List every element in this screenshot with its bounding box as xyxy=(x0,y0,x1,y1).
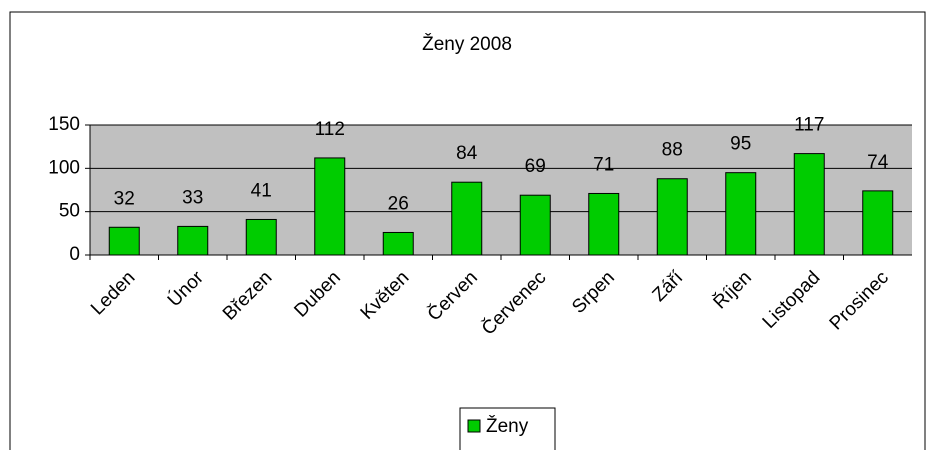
bar xyxy=(382,231,414,256)
data-label: 117 xyxy=(794,115,824,136)
bar xyxy=(108,226,140,256)
bar xyxy=(519,194,551,256)
chart-title: Ženy 2008 xyxy=(422,33,512,55)
y-tick-label: 0 xyxy=(69,244,80,265)
data-label: 71 xyxy=(593,154,614,175)
data-label: 41 xyxy=(251,180,272,201)
data-label: 32 xyxy=(114,188,135,209)
data-label: 112 xyxy=(315,119,345,140)
bar xyxy=(656,178,688,256)
legend-swatch xyxy=(467,419,481,433)
bar xyxy=(177,225,209,256)
bar xyxy=(451,181,483,256)
y-tick-label: 50 xyxy=(59,201,80,222)
y-tick-label: 100 xyxy=(48,157,80,178)
data-label: 84 xyxy=(456,143,478,164)
bar xyxy=(793,153,825,256)
plot-area xyxy=(90,125,912,255)
chart-frame xyxy=(9,11,926,450)
data-label: 95 xyxy=(730,134,751,155)
data-label: 33 xyxy=(182,187,203,208)
data-label: 74 xyxy=(867,152,889,173)
data-label: 69 xyxy=(525,156,546,177)
data-label: 88 xyxy=(662,140,683,161)
data-label: 26 xyxy=(388,193,409,214)
y-tick-label: 150 xyxy=(48,114,80,135)
bar xyxy=(245,218,277,256)
legend-label: Ženy xyxy=(486,415,529,437)
bar xyxy=(725,172,757,256)
bar xyxy=(314,157,346,256)
bar xyxy=(588,192,620,256)
bar xyxy=(862,190,894,256)
